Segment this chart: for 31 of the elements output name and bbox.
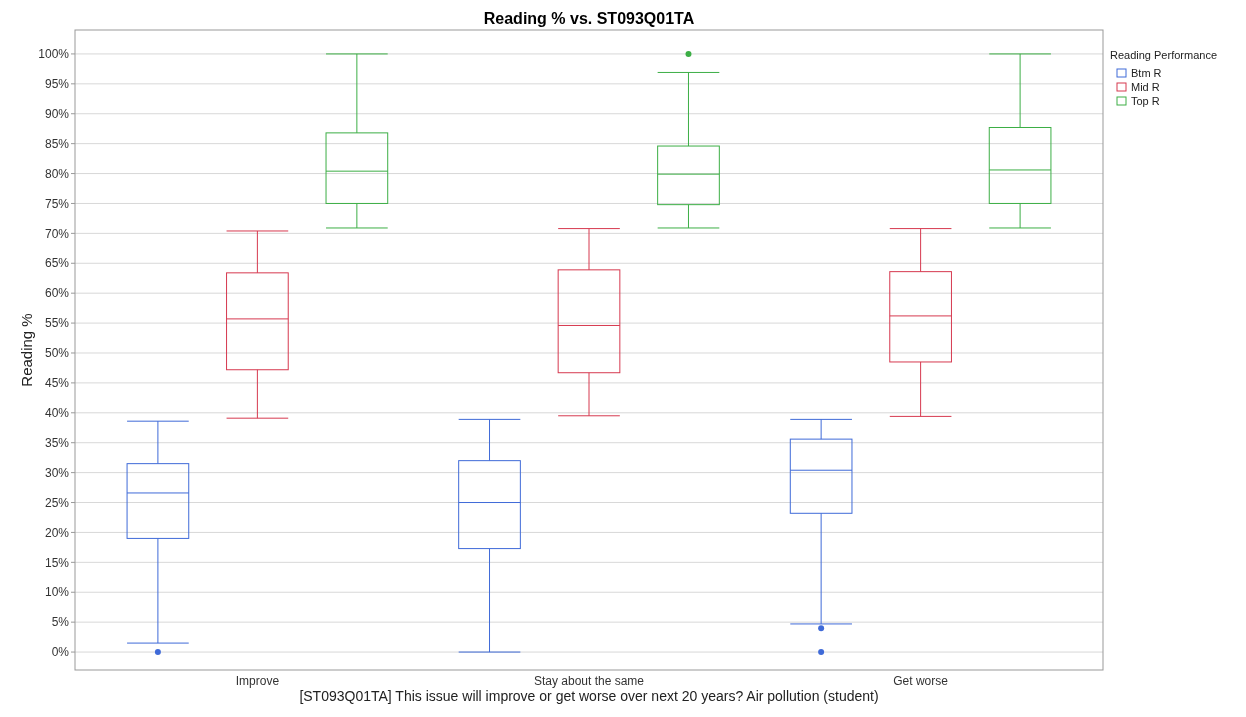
chart-title: Reading % vs. ST093Q01TA [483,10,695,27]
y-tick-label: 70% [44,226,70,241]
y-tick-label: 0% [51,645,70,660]
legend-label: Btm R [1131,67,1162,79]
y-tick-label: 55% [44,316,70,331]
y-tick-label: 5% [51,615,70,630]
y-tick-label: 60% [44,286,70,301]
x-tick-label: Improve [235,674,280,688]
legend-label: Mid R [1131,81,1160,93]
x-axis-title: [ST093Q01TA] This issue will improve or get worse over next 20 years? Air pollution (student) [299,688,879,704]
y-tick-label: 50% [44,346,70,361]
y-tick-label: 35% [44,435,70,450]
y-tick-label: 75% [44,196,70,211]
y-tick-label: 15% [44,555,70,570]
y-tick-label: 95% [44,77,70,92]
y-tick-label: 25% [44,495,70,510]
y-tick-label: 10% [44,585,70,600]
y-tick-label: 65% [44,256,70,271]
y-tick-label: 85% [44,136,70,151]
y-tick-label: 100% [38,47,70,62]
y-tick-label: 45% [44,376,70,391]
y-tick-label: 40% [44,406,70,420]
legend-label: Top R [1131,95,1160,107]
y-tick-label: 90% [44,106,70,121]
y-axis-title: Reading % [18,313,35,387]
legend-title: Reading Performance [1110,49,1218,61]
x-tick-label: Stay about the same [533,674,645,688]
y-tick-label: 30% [44,465,70,480]
x-tick-label: Get worse [893,674,949,688]
y-tick-label: 80% [44,166,70,181]
y-tick-label: 20% [44,525,70,540]
